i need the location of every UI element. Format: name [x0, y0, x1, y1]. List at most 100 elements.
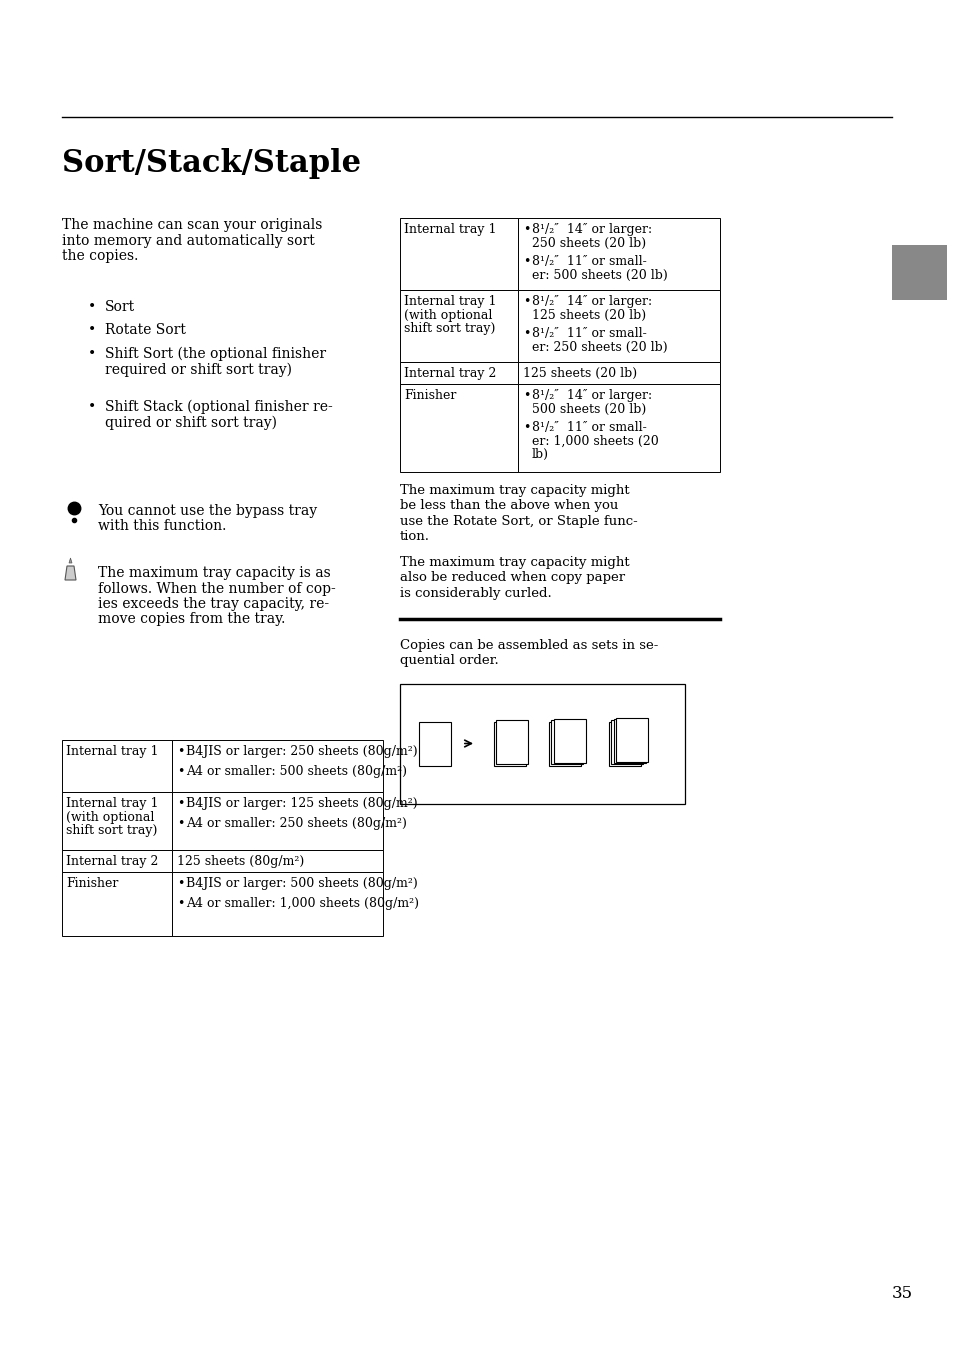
Text: Internal tray 2: Internal tray 2 [66, 855, 158, 868]
Bar [418, 721, 451, 766]
Bar [891, 245, 946, 301]
Text: •: • [522, 222, 530, 236]
Text: •: • [177, 745, 184, 758]
Bar [62, 793, 172, 851]
Bar [616, 718, 648, 762]
Text: Internal tray 1: Internal tray 1 [66, 745, 158, 758]
Text: •: • [88, 346, 96, 361]
Text: shift sort tray): shift sort tray) [66, 824, 157, 837]
Text: Internal tray 1: Internal tray 1 [66, 797, 158, 810]
Bar [496, 720, 528, 764]
Text: Finisher: Finisher [66, 878, 118, 890]
Text: •: • [522, 421, 530, 434]
Text: quired or shift sort tray): quired or shift sort tray) [105, 415, 276, 430]
Text: A4 or smaller: 250 sheets (80g/m²): A4 or smaller: 250 sheets (80g/m²) [186, 817, 406, 829]
Text: Internal tray 2: Internal tray 2 [403, 367, 496, 380]
Text: follows. When the number of cop-: follows. When the number of cop- [98, 581, 335, 596]
Text: required or shift sort tray): required or shift sort tray) [105, 363, 292, 377]
Text: 8¹/₂″  14″ or larger:: 8¹/₂″ 14″ or larger: [532, 222, 652, 236]
Text: 500 sheets (20 lb): 500 sheets (20 lb) [532, 403, 645, 415]
Text: •: • [177, 797, 184, 810]
Text: B4JIS or larger: 250 sheets (80g/m²): B4JIS or larger: 250 sheets (80g/m²) [186, 745, 417, 758]
Bar [548, 721, 580, 766]
Text: A4 or smaller: 500 sheets (80g/m²): A4 or smaller: 500 sheets (80g/m²) [186, 764, 407, 778]
Bar [172, 872, 382, 936]
Text: 8¹/₂″  14″ or larger:: 8¹/₂″ 14″ or larger: [532, 295, 652, 307]
Text: The maximum tray capacity might: The maximum tray capacity might [399, 484, 629, 497]
Bar [399, 384, 517, 472]
Text: 125 sheets (20 lb): 125 sheets (20 lb) [522, 367, 637, 380]
Text: Sort/Stack/Staple: Sort/Stack/Staple [62, 148, 361, 179]
Bar [611, 720, 643, 764]
Bar [172, 793, 382, 851]
Text: lb): lb) [532, 448, 548, 461]
Text: Shift Sort (the optional finisher: Shift Sort (the optional finisher [105, 346, 326, 361]
Text: 8¹/₂″  14″ or larger:: 8¹/₂″ 14″ or larger: [532, 390, 652, 402]
Text: the copies.: the copies. [62, 249, 138, 263]
Text: B4JIS or larger: 125 sheets (80g/m²): B4JIS or larger: 125 sheets (80g/m²) [186, 797, 417, 810]
Polygon shape [69, 558, 71, 563]
Text: tion.: tion. [399, 531, 430, 543]
Text: Rotate Sort: Rotate Sort [105, 324, 186, 337]
Polygon shape [65, 566, 76, 580]
Text: is considerably curled.: is considerably curled. [399, 586, 551, 600]
Text: er: 250 sheets (20 lb): er: 250 sheets (20 lb) [532, 341, 667, 353]
Text: Shift Stack (optional finisher re-: Shift Stack (optional finisher re- [105, 400, 333, 414]
Text: be less than the above when you: be less than the above when you [399, 500, 618, 512]
Text: 125 sheets (20 lb): 125 sheets (20 lb) [532, 309, 645, 322]
Text: You cannot use the bypass tray: You cannot use the bypass tray [98, 504, 316, 518]
Bar [517, 290, 720, 363]
Text: •: • [177, 764, 184, 778]
Text: •: • [522, 390, 530, 402]
Text: (with optional: (with optional [66, 810, 154, 824]
Text: Internal tray 1: Internal tray 1 [403, 295, 496, 307]
Text: 125 sheets (80g/m²): 125 sheets (80g/m²) [177, 855, 304, 868]
Text: •: • [88, 301, 96, 314]
Text: Sort: Sort [105, 301, 135, 314]
Text: •: • [522, 295, 530, 307]
Text: B4JIS or larger: 500 sheets (80g/m²): B4JIS or larger: 500 sheets (80g/m²) [186, 878, 417, 890]
Bar [172, 851, 382, 872]
Text: use the Rotate Sort, or Staple func-: use the Rotate Sort, or Staple func- [399, 515, 638, 528]
Text: move copies from the tray.: move copies from the tray. [98, 612, 285, 627]
Bar [172, 740, 382, 793]
Bar [614, 718, 645, 763]
Text: •: • [88, 324, 96, 337]
Bar [551, 720, 583, 764]
Text: •: • [88, 400, 96, 414]
Text: into memory and automatically sort: into memory and automatically sort [62, 233, 314, 248]
Text: •: • [177, 817, 184, 829]
Text: Internal tray 1: Internal tray 1 [403, 222, 496, 236]
Bar [554, 718, 585, 763]
Text: er: 500 sheets (20 lb): er: 500 sheets (20 lb) [532, 268, 667, 282]
Text: er: 1,000 sheets (20: er: 1,000 sheets (20 [532, 434, 659, 448]
Text: •: • [522, 328, 530, 340]
Text: shift sort tray): shift sort tray) [403, 322, 495, 336]
Bar [608, 721, 640, 766]
Bar [517, 218, 720, 290]
Text: The machine can scan your originals: The machine can scan your originals [62, 218, 322, 232]
Text: •: • [177, 878, 184, 890]
Bar [517, 384, 720, 472]
Text: Finisher: Finisher [403, 390, 456, 402]
Bar [399, 363, 517, 384]
Text: The maximum tray capacity might: The maximum tray capacity might [399, 555, 629, 569]
Text: also be reduced when copy paper: also be reduced when copy paper [399, 572, 624, 585]
Text: 250 sheets (20 lb): 250 sheets (20 lb) [532, 236, 645, 249]
Text: 8¹/₂″  11″ or small-: 8¹/₂″ 11″ or small- [532, 421, 646, 434]
Bar [494, 721, 525, 766]
Bar [62, 872, 172, 936]
Text: ies exceeds the tray capacity, re-: ies exceeds the tray capacity, re- [98, 597, 329, 611]
Text: with this function.: with this function. [98, 519, 226, 534]
Text: 35: 35 [891, 1285, 912, 1302]
Text: A4 or smaller: 1,000 sheets (80g/m²): A4 or smaller: 1,000 sheets (80g/m²) [186, 896, 418, 910]
Bar [399, 290, 517, 363]
Text: 8¹/₂″  11″ or small-: 8¹/₂″ 11″ or small- [532, 255, 646, 268]
Bar [62, 851, 172, 872]
Bar [399, 683, 684, 803]
Text: 8¹/₂″  11″ or small-: 8¹/₂″ 11″ or small- [532, 328, 646, 340]
Text: Copies can be assembled as sets in se-: Copies can be assembled as sets in se- [399, 639, 658, 651]
Bar [517, 363, 720, 384]
Text: •: • [177, 896, 184, 910]
Text: quential order.: quential order. [399, 654, 498, 667]
